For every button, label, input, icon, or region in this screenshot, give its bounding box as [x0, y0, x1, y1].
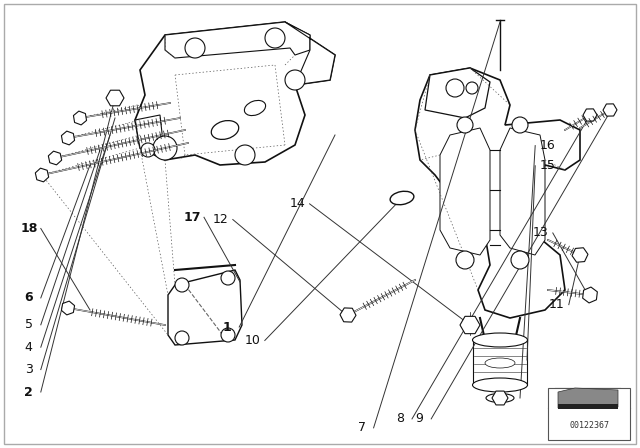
- Circle shape: [221, 328, 235, 342]
- Polygon shape: [558, 388, 618, 408]
- Polygon shape: [35, 168, 49, 182]
- Circle shape: [495, 394, 504, 402]
- Circle shape: [456, 251, 474, 269]
- Polygon shape: [460, 316, 480, 334]
- Polygon shape: [285, 22, 335, 85]
- Circle shape: [153, 136, 177, 160]
- Circle shape: [110, 93, 120, 103]
- Polygon shape: [440, 128, 490, 255]
- Circle shape: [446, 79, 464, 97]
- Text: 4: 4: [25, 340, 33, 354]
- Circle shape: [466, 82, 478, 94]
- Text: 9: 9: [415, 412, 423, 426]
- Text: 11: 11: [549, 298, 564, 311]
- Text: 18: 18: [20, 222, 38, 235]
- Polygon shape: [603, 104, 617, 116]
- Polygon shape: [165, 22, 310, 58]
- Polygon shape: [492, 391, 508, 405]
- Bar: [548, 388, 630, 440]
- Polygon shape: [135, 22, 335, 165]
- Text: 00122367: 00122367: [569, 422, 609, 431]
- Text: 14: 14: [290, 197, 305, 211]
- Circle shape: [185, 38, 205, 58]
- Ellipse shape: [390, 191, 414, 205]
- Polygon shape: [61, 131, 75, 145]
- Text: 2: 2: [24, 385, 33, 399]
- Circle shape: [221, 271, 235, 285]
- Circle shape: [512, 117, 528, 133]
- Text: 16: 16: [540, 139, 555, 152]
- Ellipse shape: [472, 378, 527, 392]
- Text: 10: 10: [245, 334, 260, 347]
- Polygon shape: [168, 270, 242, 345]
- Polygon shape: [583, 109, 597, 121]
- Polygon shape: [49, 151, 61, 165]
- Circle shape: [511, 251, 529, 269]
- Text: 17: 17: [183, 211, 201, 224]
- Polygon shape: [340, 308, 356, 322]
- Ellipse shape: [486, 393, 514, 402]
- Circle shape: [465, 319, 476, 331]
- Ellipse shape: [472, 333, 527, 347]
- Polygon shape: [61, 301, 75, 315]
- Ellipse shape: [211, 121, 239, 139]
- Circle shape: [285, 70, 305, 90]
- Circle shape: [457, 117, 473, 133]
- Circle shape: [265, 28, 285, 48]
- Text: 7: 7: [358, 421, 365, 435]
- Text: 5: 5: [25, 318, 33, 332]
- Text: 15: 15: [540, 159, 555, 172]
- Circle shape: [141, 143, 155, 157]
- Text: 8: 8: [396, 412, 404, 426]
- Circle shape: [175, 331, 189, 345]
- Polygon shape: [415, 68, 580, 318]
- Polygon shape: [425, 68, 490, 118]
- Bar: [558, 404, 618, 409]
- Polygon shape: [74, 111, 86, 125]
- Polygon shape: [106, 90, 124, 106]
- Text: 12: 12: [213, 213, 228, 226]
- Polygon shape: [135, 115, 165, 160]
- Text: 3: 3: [25, 363, 33, 376]
- Circle shape: [175, 278, 189, 292]
- Polygon shape: [500, 128, 545, 255]
- Ellipse shape: [244, 100, 266, 116]
- Text: 6: 6: [24, 291, 33, 305]
- Polygon shape: [473, 340, 527, 385]
- Circle shape: [235, 145, 255, 165]
- Text: 1: 1: [223, 320, 232, 334]
- Ellipse shape: [485, 358, 515, 368]
- Polygon shape: [572, 248, 588, 262]
- Text: 13: 13: [533, 226, 548, 240]
- Polygon shape: [582, 287, 597, 303]
